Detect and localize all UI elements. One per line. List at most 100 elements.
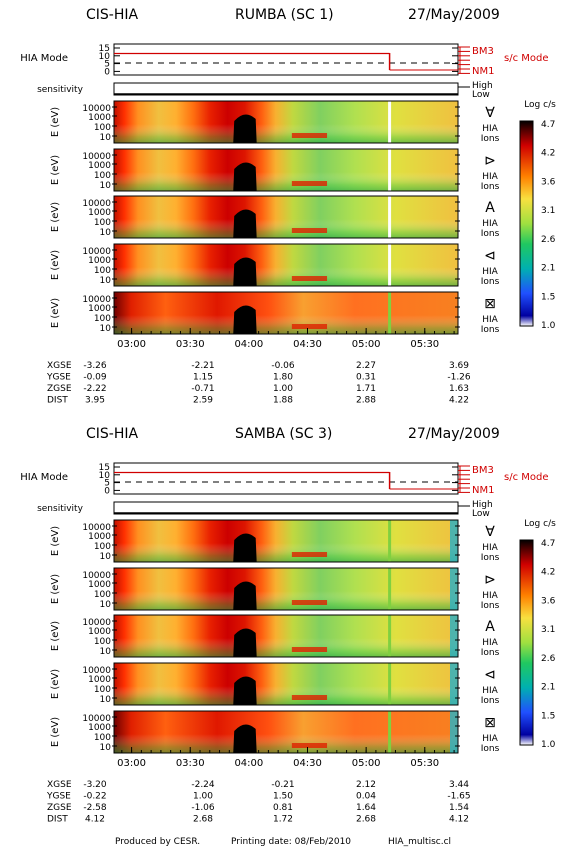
- energy-ytick: 10: [100, 276, 112, 286]
- saturation-region: [233, 724, 257, 753]
- low-energy-feature: [291, 181, 328, 186]
- ephemeris-table: XGSE -3.20 -2.24 -0.21 2.12 3.44 YGSE -0.22 1.00…: [46, 780, 471, 825]
- ephemeris-value: 4.22: [449, 396, 469, 406]
- colorbar-tick: 4.7: [541, 539, 555, 549]
- colorbar-tick: 2.6: [541, 235, 556, 245]
- saturation-region: [233, 257, 257, 286]
- direction-icon: ∀: [485, 105, 495, 121]
- colorbar-tick: 1.0: [541, 321, 556, 331]
- edge-noise: [450, 568, 458, 610]
- time-axis: 03:00 03:30 04:00 04:30 05:00 05:30: [117, 328, 455, 350]
- colorbar-tick: 3.1: [541, 625, 555, 635]
- energy-ytick: 1000: [88, 256, 111, 266]
- mode-ylabel: HIA Mode: [20, 472, 68, 483]
- energy-ylabel: E (eV): [50, 526, 61, 556]
- spectrogram-frame: [113, 243, 459, 287]
- energy-ytick: 10000: [82, 666, 111, 676]
- panel-label: Ions: [481, 744, 500, 754]
- colorbar-tick: 4.7: [541, 120, 555, 130]
- energy-ytick: 100: [94, 218, 111, 228]
- edge-noise: [450, 711, 458, 753]
- low-energy-feature: [291, 276, 328, 281]
- spectrogram-frame: [113, 662, 459, 706]
- mode-ytick: 5: [104, 60, 110, 70]
- footer: Produced by CESR. Printing date: 08/Feb/2…: [115, 837, 451, 847]
- ephemeris-value: 2.68: [193, 815, 213, 825]
- energy-ytick: 1000: [88, 161, 111, 171]
- edge-noise: [450, 520, 458, 562]
- spectrogram-shade: [114, 101, 458, 143]
- mode-ytick: 10: [99, 471, 111, 481]
- energy-ylabel: E (eV): [50, 669, 61, 699]
- energy-ytick: 10: [100, 133, 112, 143]
- panel-label: Ions: [481, 601, 500, 611]
- ephemeris-value: 1.54: [449, 803, 469, 813]
- spectrogram-shade: [114, 196, 458, 238]
- mode-frame: [113, 462, 459, 495]
- spectrogram-frame: [113, 148, 459, 192]
- spectrogram-frame: [113, 195, 459, 239]
- sc-mode-label: s/c Mode: [504, 472, 549, 483]
- date-title: 27/May/2009: [408, 426, 500, 442]
- energy-ytick: 1000: [88, 304, 111, 314]
- spacecraft-section-2: CIS-HIA SAMBA (SC 3) 27/May/2009151050HIA …: [20, 426, 556, 825]
- energy-ytick: 10: [100, 600, 112, 610]
- direction-icon: ⊠: [484, 715, 496, 731]
- ephemeris-value: -2.58: [83, 803, 107, 813]
- energy-ytick: 1000: [88, 723, 111, 733]
- spectrogram-shade: [114, 292, 458, 334]
- time-label: 04:00: [234, 339, 263, 350]
- time-label: 05:30: [410, 339, 439, 350]
- energy-ytick: 10000: [82, 295, 111, 305]
- energy-ytick: 100: [94, 542, 111, 552]
- energy-ytick: 100: [94, 590, 111, 600]
- ephemeris-name: DIST: [47, 396, 68, 406]
- ephemeris-value: -3.20: [83, 780, 107, 790]
- direction-icon: ⊲: [484, 248, 496, 264]
- energy-ytick: 10: [100, 695, 112, 705]
- colorbar-title: Log c/s: [524, 100, 556, 110]
- time-label: 03:30: [176, 339, 205, 350]
- saturation-region: [233, 533, 257, 562]
- energy-ytick: 10000: [82, 247, 111, 257]
- direction-icon: A: [485, 200, 495, 216]
- ephemeris-value: -2.22: [83, 384, 106, 394]
- energy-ytick: 1000: [88, 675, 111, 685]
- spectrogram-shade: [114, 244, 458, 286]
- direction-icon: ⊳: [484, 153, 496, 169]
- ephemeris-value: -2.21: [191, 361, 214, 371]
- spacecraft-title: SAMBA (SC 3): [235, 426, 332, 442]
- ephemeris-name: ZGSE: [47, 803, 72, 813]
- ephemeris-value: -0.71: [191, 384, 214, 394]
- mode-bm3-label: BM3: [472, 46, 494, 57]
- energy-ytick: 1000: [88, 208, 111, 218]
- ephemeris-value: 1.88: [273, 396, 293, 406]
- low-energy-feature: [291, 695, 328, 700]
- saturation-region: [233, 628, 257, 657]
- spacecraft-section-1: CIS-HIA RUMBA (SC 1) 27/May/2009151050HIA …: [20, 7, 556, 406]
- sens-high-label: High: [472, 81, 493, 91]
- sensitivity-label: sensitivity: [37, 85, 84, 95]
- saturation-region: [233, 114, 257, 143]
- ephemeris-name: XGSE: [47, 780, 72, 790]
- ephemeris-value: 1.72: [273, 815, 293, 825]
- time-label: 03:00: [117, 339, 146, 350]
- direction-icon: ⊠: [484, 296, 496, 312]
- low-energy-feature: [291, 228, 328, 233]
- ephemeris-name: YGSE: [46, 792, 71, 802]
- ephemeris-value: 3.44: [449, 780, 469, 790]
- energy-ytick: 10000: [82, 714, 111, 724]
- energy-ytick: 10000: [82, 618, 111, 628]
- saturation-region: [233, 162, 257, 191]
- energy-ytick: 10: [100, 743, 112, 753]
- colorbar-tick: 1.0: [541, 740, 556, 750]
- sensitivity-label: sensitivity: [37, 504, 84, 514]
- time-label: 04:30: [293, 339, 322, 350]
- time-label: 05:00: [352, 339, 381, 350]
- panel-label: Ions: [481, 229, 500, 239]
- ephemeris-value: 2.68: [356, 815, 376, 825]
- mode-nm1-label: NM1: [472, 66, 494, 77]
